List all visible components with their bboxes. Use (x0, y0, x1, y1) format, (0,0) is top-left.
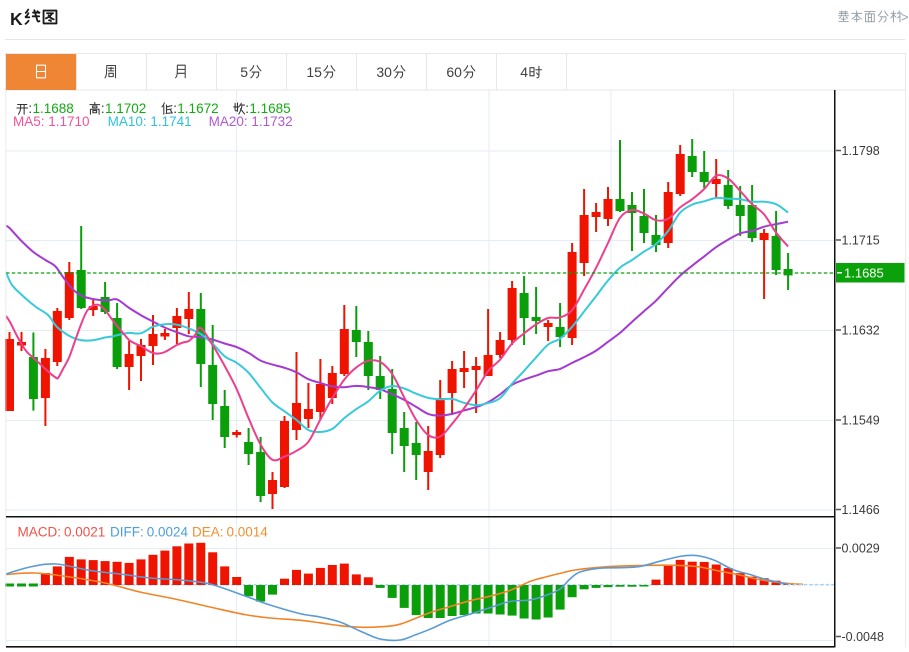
svg-text:4: 4 (520, 64, 528, 80)
svg-text:1.1685: 1.1685 (249, 101, 290, 116)
svg-text:1.1702: 1.1702 (105, 101, 146, 116)
svg-text:1.1549: 1.1549 (842, 414, 880, 428)
svg-text:1.1715: 1.1715 (842, 234, 880, 248)
svg-text:5: 5 (240, 64, 248, 80)
svg-text:1.1632: 1.1632 (842, 324, 880, 338)
svg-text:1.1685: 1.1685 (844, 266, 884, 281)
svg-text:15: 15 (306, 64, 322, 80)
svg-text::: : (245, 101, 249, 116)
svg-text:0.0029: 0.0029 (842, 542, 880, 556)
svg-text::: : (173, 101, 177, 116)
svg-text:1.1466: 1.1466 (842, 503, 880, 517)
svg-text:DEA:0.0014: DEA: 0.0014 (192, 525, 268, 540)
svg-text:30: 30 (376, 64, 392, 80)
svg-text:60: 60 (446, 64, 462, 80)
svg-text:1.1798: 1.1798 (842, 144, 880, 158)
svg-text:DIFF:0.0024: DIFF: 0.0024 (110, 525, 189, 540)
svg-text:1.1672: 1.1672 (177, 101, 218, 116)
svg-text:MA10: 1.1741: MA10: 1.1741 (108, 114, 192, 129)
svg-text:K: K (10, 9, 23, 29)
svg-text:MA5: 1.1710: MA5: 1.1710 (13, 114, 90, 129)
svg-text:>: > (901, 10, 909, 25)
svg-text:MA20: 1.1732: MA20: 1.1732 (209, 114, 293, 129)
svg-text:1.1688: 1.1688 (33, 101, 74, 116)
svg-text::: : (28, 101, 32, 116)
svg-text::: : (101, 101, 105, 116)
svg-text:-0.0048: -0.0048 (842, 630, 884, 644)
